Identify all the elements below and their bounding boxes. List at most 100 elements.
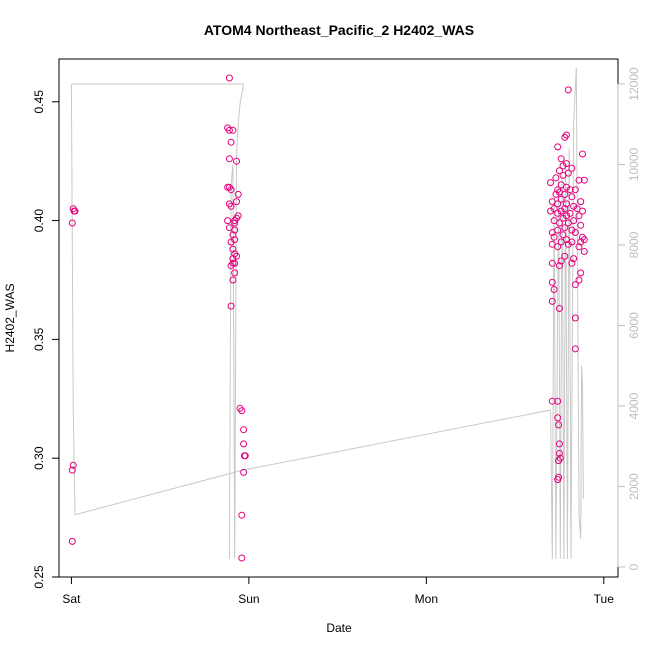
- data-point: [548, 297, 556, 305]
- data-point: [552, 190, 560, 198]
- data-point: [229, 245, 237, 253]
- data-point: [227, 138, 235, 146]
- x-axis: Sat Sun Mon Tue: [62, 576, 614, 606]
- scatter-points: [68, 74, 588, 562]
- data-point: [68, 219, 76, 227]
- x-axis-label: Date: [326, 621, 352, 635]
- data-point: [577, 221, 585, 229]
- data-point: [225, 74, 233, 82]
- data-point: [575, 276, 583, 284]
- data-point: [557, 257, 565, 265]
- y-right-tick-label: 10000: [627, 147, 641, 181]
- data-point: [238, 554, 246, 562]
- data-point: [561, 133, 569, 141]
- data-point: [231, 217, 239, 225]
- data-point: [547, 207, 555, 215]
- data-point: [227, 202, 235, 210]
- data-point: [233, 252, 240, 260]
- data-point: [571, 345, 579, 353]
- data-point: [559, 231, 567, 239]
- data-point: [559, 162, 567, 170]
- data-point: [563, 200, 570, 208]
- data-point: [557, 195, 565, 203]
- data-point: [225, 126, 233, 134]
- data-point: [238, 407, 246, 415]
- chart-title: ATOM4 Northeast_Pacific_2 H2402_WAS: [204, 22, 474, 38]
- data-point: [563, 160, 570, 168]
- data-point: [571, 281, 579, 289]
- data-point: [231, 226, 239, 234]
- y-right-tick-label: 6000: [627, 312, 641, 339]
- data-point: [554, 476, 562, 484]
- data-point: [564, 219, 572, 227]
- data-point: [554, 397, 562, 405]
- data-point: [571, 229, 579, 236]
- y-tick-label: 0.40: [32, 209, 46, 233]
- y-right-tick-label: 0: [627, 563, 641, 570]
- data-point: [555, 219, 563, 227]
- y-right-tick-label: 2000: [627, 473, 641, 500]
- data-point: [231, 259, 239, 267]
- x-tick-label: Sun: [238, 592, 259, 606]
- data-point: [561, 190, 569, 198]
- data-point: [568, 226, 576, 234]
- data-point: [555, 421, 563, 429]
- data-point: [555, 449, 563, 457]
- data-point: [568, 164, 576, 172]
- data-point: [233, 157, 240, 165]
- main-line: [70, 67, 584, 560]
- data-point: [568, 259, 576, 267]
- data-point: [555, 167, 563, 175]
- data-point: [227, 238, 235, 246]
- data-point: [69, 461, 77, 469]
- data-point: [557, 207, 565, 215]
- data-point: [231, 269, 239, 277]
- y-axis-right: 0 2000 4000 6000 8000 10000 12000: [617, 67, 641, 570]
- data-point: [227, 262, 235, 270]
- data-point: [554, 414, 562, 422]
- data-point: [564, 240, 572, 248]
- y-right-tick-label: 4000: [627, 392, 641, 419]
- data-point: [561, 224, 569, 232]
- data-point: [570, 202, 578, 210]
- data-point: [68, 466, 76, 474]
- data-point: [227, 186, 235, 194]
- data-point: [548, 229, 556, 236]
- data-point: [566, 186, 574, 194]
- data-point: [550, 233, 558, 241]
- data-point: [554, 243, 562, 251]
- data-point: [231, 236, 239, 244]
- data-point: [71, 207, 79, 215]
- data-point: [231, 219, 239, 227]
- y-right-tick-label: 8000: [627, 231, 641, 258]
- y-tick-label: 0.30: [32, 446, 46, 470]
- data-point: [555, 262, 563, 270]
- data-point: [577, 269, 585, 277]
- data-point: [579, 207, 586, 215]
- data-point: [548, 259, 556, 267]
- data-point: [580, 236, 588, 244]
- y-axis-left: 0.25 0.30 0.35 0.40 0.45: [32, 90, 59, 589]
- data-point: [575, 176, 583, 184]
- y-tick-label: 0.35: [32, 327, 46, 351]
- data-point: [555, 305, 563, 312]
- data-point: [550, 286, 558, 293]
- data-point: [580, 176, 588, 184]
- data-point: [577, 198, 585, 206]
- data-point: [557, 155, 565, 163]
- data-point: [557, 238, 565, 246]
- plot-frame: [58, 58, 619, 578]
- data-point: [234, 190, 242, 198]
- data-point: [555, 457, 563, 465]
- data-point: [564, 86, 572, 94]
- line-series: [70, 67, 584, 560]
- data-point: [554, 143, 562, 151]
- data-point: [229, 231, 237, 239]
- y-axis-label: H2402_WAS: [3, 284, 17, 353]
- data-point: [240, 426, 248, 434]
- data-point: [555, 440, 563, 448]
- data-point: [224, 217, 232, 225]
- data-point: [554, 209, 562, 217]
- data-point: [229, 255, 237, 263]
